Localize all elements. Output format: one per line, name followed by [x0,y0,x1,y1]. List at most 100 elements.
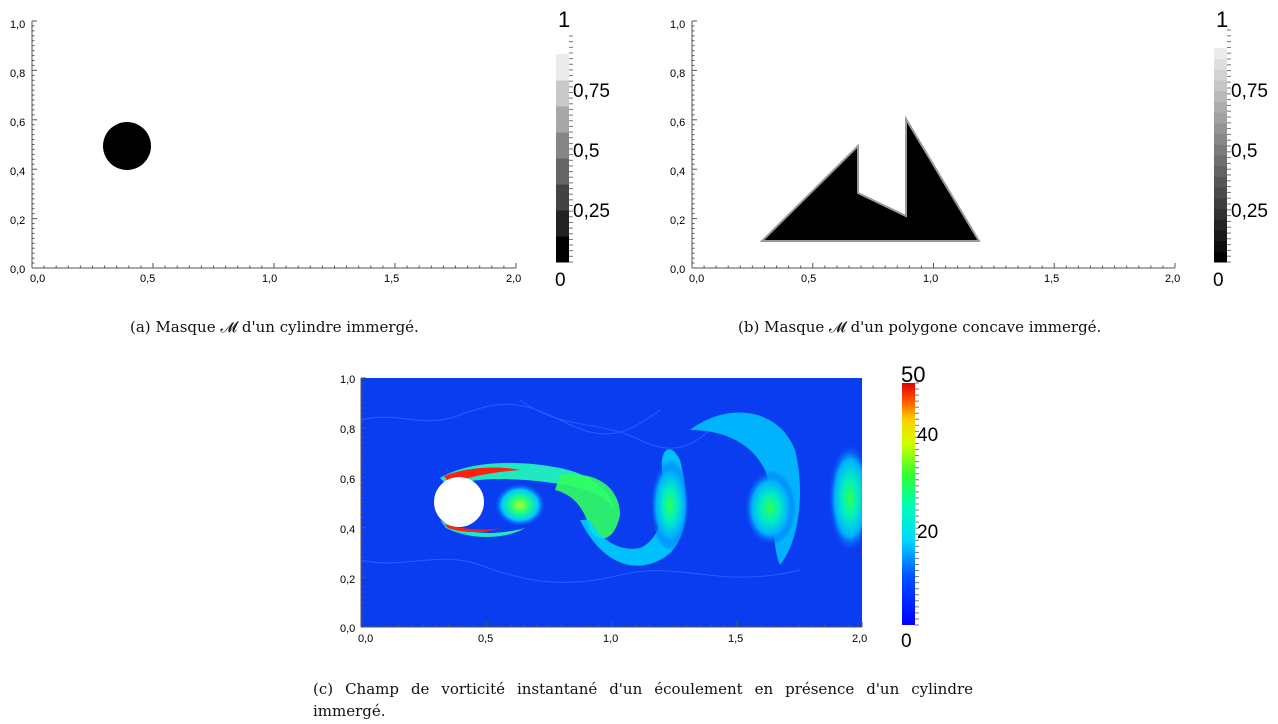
colorbar-step [556,80,569,107]
colorbar-step [1214,187,1227,199]
panel-b-colorbar-label-025: 0,25 [1231,201,1268,222]
panel-a-colorbar-label-025: 0,25 [573,201,610,222]
panel-a-colorbar-label-05: 0,5 [573,141,599,162]
panel-a-ytick-3: 0,6 [10,117,25,129]
colorbar-step [1214,176,1227,188]
colorbar-step [1214,144,1227,156]
panel-b-xtick-3: 1,5 [1044,273,1059,285]
panel-c-contour-1 [361,403,661,435]
caption-a-text: Masque 𝓜 d'un cylindre immergé. [155,318,419,336]
panel-a-xtick-0: 0,0 [30,273,45,285]
panel-c-ytick-3: 0,6 [340,474,355,486]
panel-a-ytick-0: 0,0 [10,264,25,276]
caption-b-label: (b) [738,318,760,336]
panel-b-xtick-1: 0,5 [801,273,816,285]
panel-c-ytick-1: 0,2 [340,574,355,586]
panel-c-colorbar-ticks [915,382,919,626]
caption-c-text: Champ de vorticité instantané d'un écoul… [313,680,978,720]
colorbar-step [1214,90,1227,102]
panel-a-colorbar-top-label: 1 [558,7,570,32]
panel-c-xtick-0: 0,0 [358,633,373,645]
colorbar-step [1214,69,1227,81]
colorbar-step [1214,80,1227,92]
panel-a-cylinder-mask [103,122,151,170]
colorbar-step [1214,112,1227,124]
panel-c-xtick-1: 0,5 [478,633,493,645]
panel-b-polygon-mask [759,115,981,242]
colorbar-step [556,132,569,159]
panel-c-ytick-4: 0,8 [340,424,355,436]
panel-c-contour-3 [519,399,721,449]
panel-b-ytick-0: 0,0 [670,264,685,276]
caption-b: (b) Masque 𝓜 d'un polygone concave immer… [738,318,1101,336]
panel-b-ytick-4: 0,8 [670,68,685,80]
panel-b-colorbar-label-05: 0,5 [1231,141,1257,162]
caption-c: (c) Champ de vorticité instantané d'un é… [313,678,973,722]
caption-a-label: (a) [130,318,151,336]
panel-b-ytick-1: 0,2 [670,215,685,227]
panel-c-vortex-arc [690,412,800,565]
colorbar-step [1214,240,1227,252]
colorbar-step [1214,229,1227,242]
panel-b-colorbar-top-label: 1 [1216,7,1228,32]
colorbar-step [1214,251,1227,263]
panel-c-xtick-2: 1,0 [603,633,618,645]
panel-c-colorbar-label-40: 40 [917,425,938,446]
panel-c-ytick-5: 1,0 [340,374,355,386]
panel-c-xtick-4: 2,0 [852,633,867,645]
colorbar-step [556,210,569,237]
panel-c-minor-ticks [360,377,863,628]
panel-c-vortex-2 [555,474,620,539]
panel-b-xtick-4: 2,0 [1165,273,1180,285]
panel-b-colorbar [1214,29,1231,263]
panel-c-colorbar-label-0: 0 [901,631,912,652]
colorbar-step [1214,155,1227,167]
panel-a-colorbar-label-0: 0 [555,270,566,291]
panel-a-colorbar [556,35,573,263]
panel-a-ytick-4: 0,8 [10,68,25,80]
panel-c-colorbar-label-50: 50 [901,362,925,387]
colorbar-step [1214,58,1227,70]
panel-c-shear-top-peak [444,467,520,484]
panel-c-xtick-3: 1,5 [728,633,743,645]
colorbar-step [1214,101,1227,113]
panel-c-shear-bottom-peak [444,524,500,533]
panel-c-vortex-3 [650,459,690,551]
colorbar-step [556,158,569,185]
panel-c-vortex-1 [494,483,546,527]
panel-b-xtick-0: 0,0 [689,273,704,285]
panel-c-cylinder [434,477,484,527]
colorbar-step [1214,133,1227,145]
panel-b-ytick-5: 1,0 [670,19,685,31]
panel-b-minor-ticks [691,20,1176,269]
panel-a-ytick-5: 1,0 [10,19,25,31]
colorbar-step [1214,165,1227,177]
panel-a-xtick-4: 2,0 [506,273,521,285]
panel-a-ytick-2: 0,4 [10,166,25,178]
caption-b-text: Masque 𝓜 d'un polygone concave immergé. [764,318,1102,336]
caption-c-label: (c) [313,680,334,698]
panel-b-colorbar-label-0: 0 [1213,270,1224,291]
colorbar-step [556,184,569,211]
colorbar-step [1214,122,1227,135]
panel-b-ytick-2: 0,4 [670,166,685,178]
panel-a-xtick-1: 0,5 [140,273,155,285]
panel-c-shear-layer-bottom [440,520,525,537]
panel-a: 0,0 0,5 1,0 1,5 2,0 0,0 0,2 0,4 0,6 0,8 … [10,7,610,291]
panel-c-vorticity-field [361,399,862,583]
panel-b: 0,0 0,5 1,0 1,5 2,0 0,0 0,2 0,4 0,6 0,8 … [670,7,1268,291]
panel-c: 0,0 0,5 1,0 1,5 2,0 0,0 0,2 0,4 0,6 0,8 … [340,362,938,652]
panel-c-colorbar [902,383,915,625]
panel-b-colorbar-label-075: 0,75 [1231,81,1268,102]
panel-c-ytick-2: 0,4 [340,524,355,536]
panel-c-vortex-4 [744,470,796,546]
panel-c-colorbar-label-20: 20 [917,522,938,543]
panel-a-xtick-3: 1,5 [384,273,399,285]
colorbar-step [1214,48,1227,60]
colorbar-step [556,106,569,133]
colorbar-step [1214,197,1227,209]
panel-a-minor-ticks [31,20,517,269]
panel-c-contour-2 [361,558,801,583]
colorbar-step [556,236,569,263]
panel-b-xtick-2: 1,0 [923,273,938,285]
